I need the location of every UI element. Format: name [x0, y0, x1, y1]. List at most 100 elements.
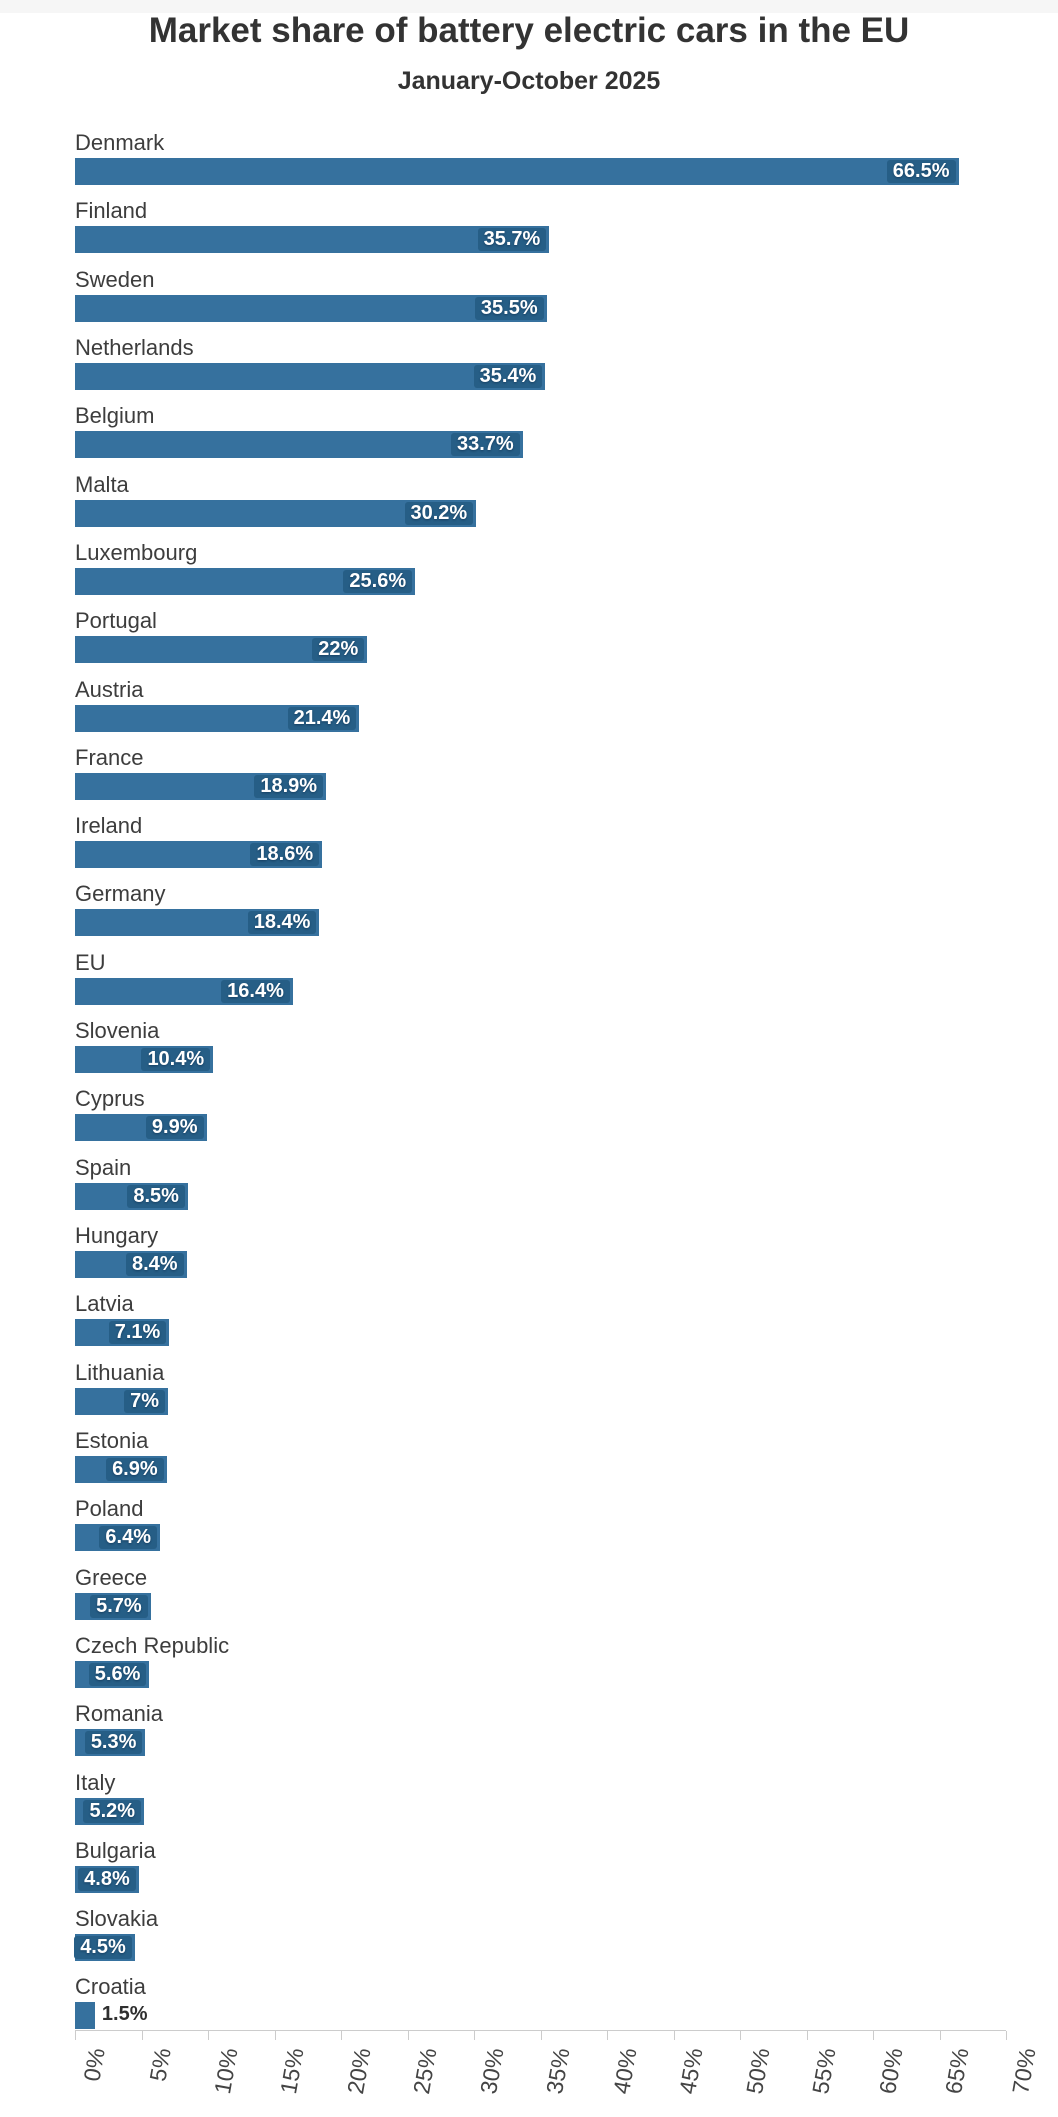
bar-row: Latvia 7.1%: [75, 1289, 1005, 1357]
tick-mark: [407, 2031, 409, 2040]
category-label: Austria: [75, 676, 144, 702]
bar: 5.6%: [75, 1660, 150, 1688]
bar-row: Estonia 6.9%: [75, 1426, 1005, 1494]
category-label: Latvia: [75, 1291, 134, 1317]
value-label: 18.6%: [250, 843, 320, 867]
category-label: Lithuania: [75, 1359, 165, 1385]
tick-label: 25%: [408, 2046, 443, 2096]
bar: 10.4%: [75, 1046, 214, 1074]
tick-mark: [939, 2031, 941, 2040]
category-label: Slovakia: [75, 1906, 159, 1932]
bar: 33.7%: [75, 431, 523, 459]
tick-mark: [873, 2031, 874, 2040]
tick-mark: [673, 2031, 675, 2040]
bar-row: Slovenia 10.4%: [75, 1016, 1005, 1084]
value-label: 35.4%: [473, 364, 543, 388]
category-label: Portugal: [75, 608, 157, 634]
value-label: 10.4%: [141, 1048, 211, 1072]
value-label: 5.6%: [88, 1662, 147, 1686]
category-label: Estonia: [75, 1427, 149, 1453]
bar: 16.4%: [75, 977, 293, 1005]
value-label: 22%: [312, 638, 365, 662]
category-label: Hungary: [75, 1223, 159, 1248]
tick-label: 65%: [940, 2046, 975, 2096]
bar: 30.2%: [75, 499, 477, 527]
category-label: Malta: [75, 471, 129, 497]
value-label: 7.1%: [108, 1321, 167, 1345]
bar-row: Poland 6.4%: [75, 1494, 1005, 1562]
tick-label: 10%: [209, 2046, 243, 2096]
value-label: 6.9%: [106, 1457, 164, 1481]
tick-mark: [474, 2031, 475, 2040]
bar: 5.7%: [75, 1592, 151, 1620]
bar: 35.7%: [75, 226, 550, 254]
bar: 35.4%: [75, 362, 546, 390]
bar: 6.9%: [75, 1455, 167, 1483]
tick-label: 35%: [541, 2046, 576, 2096]
tick-mark: [141, 2031, 143, 2040]
bar: 21.4%: [75, 704, 360, 732]
category-label: Croatia: [75, 1974, 146, 2000]
bar-row: EU 16.4%: [75, 948, 1005, 1016]
bar: 66.5%: [75, 158, 959, 185]
bar-row: Malta 30.2%: [75, 470, 1005, 538]
value-label: 25.6%: [343, 569, 413, 593]
category-label: Luxembourg: [75, 539, 198, 565]
value-label: 35.5%: [474, 296, 544, 320]
category-label: EU: [75, 949, 106, 975]
category-label: Poland: [75, 1496, 144, 1522]
tick-mark: [341, 2031, 342, 2040]
category-label: Netherlands: [75, 334, 194, 360]
bar-row: Netherlands 35.4%: [75, 333, 1005, 401]
bar: 18.9%: [75, 772, 327, 800]
bar-row: Croatia 1.5%: [75, 1972, 1005, 2040]
category-label: Ireland: [75, 813, 143, 839]
tick-mark: [607, 2031, 608, 2040]
tick-mark: [75, 2031, 76, 2040]
value-label: 30.2%: [404, 501, 474, 525]
bar-row: Lithuania 7%: [75, 1358, 1005, 1426]
bar-row: Spain 8.5%: [75, 1153, 1005, 1221]
tick-label: 0%: [78, 2046, 110, 2084]
bar: 35.5%: [75, 294, 547, 322]
category-label: Greece: [75, 1564, 148, 1590]
bar: 5.3%: [75, 1729, 146, 1757]
bar-row: Portugal 22%: [75, 606, 1005, 674]
bar: 7%: [75, 1387, 168, 1415]
value-label: 1.5%: [101, 2003, 148, 2026]
category-label: Cyprus: [75, 1086, 145, 1112]
bar-row: France 18.9%: [75, 743, 1005, 811]
category-label: Romania: [75, 1701, 164, 1727]
value-label: 35.7%: [477, 228, 547, 252]
bar-row: Italy 5.2%: [75, 1768, 1005, 1836]
tick-mark: [274, 2031, 276, 2040]
bar-row: Belgium 33.7%: [75, 401, 1005, 469]
bar: 4.5%: [74, 1934, 135, 1962]
bar-row: Sweden 35.5%: [75, 265, 1005, 333]
tick-label: 40%: [608, 2046, 642, 2096]
tick-label: 45%: [674, 2046, 709, 2096]
value-label: 4.8%: [78, 1867, 136, 1891]
bar-row: Czech Republic 5.6%: [75, 1631, 1005, 1699]
value-label: 7%: [124, 1389, 165, 1413]
x-axis: 0% 5% 10% 15% 20% 25% 30% 35% 40% 45% 50…: [75, 2030, 1041, 2096]
bar-row: Slovakia 4.5%: [74, 1904, 1005, 1972]
category-label: Belgium: [75, 403, 155, 429]
tick-label: 50%: [741, 2046, 775, 2096]
tick-mark: [740, 2031, 741, 2040]
chart-subtitle: January-October 2025: [397, 67, 661, 95]
bar-row: Hungary 8.4%: [75, 1221, 1005, 1289]
value-label: 33.7%: [451, 433, 520, 457]
value-label: 5.3%: [84, 1731, 143, 1755]
category-label: Czech Republic: [75, 1632, 230, 1658]
category-label: France: [75, 744, 144, 770]
tick-mark: [1006, 2031, 1007, 2040]
tick-label: 15%: [275, 2046, 310, 2096]
tick-mark: [540, 2031, 542, 2040]
bar: 22%: [75, 636, 368, 664]
bar: 1.5%: [75, 2002, 148, 2030]
bar-row: Austria 21.4%: [75, 675, 1005, 743]
bar: 7.1%: [75, 1319, 170, 1347]
bar-chart-plot-area: Denmark 66.5% Finland 35.7% Sweden 35.5%…: [74, 128, 1005, 2041]
